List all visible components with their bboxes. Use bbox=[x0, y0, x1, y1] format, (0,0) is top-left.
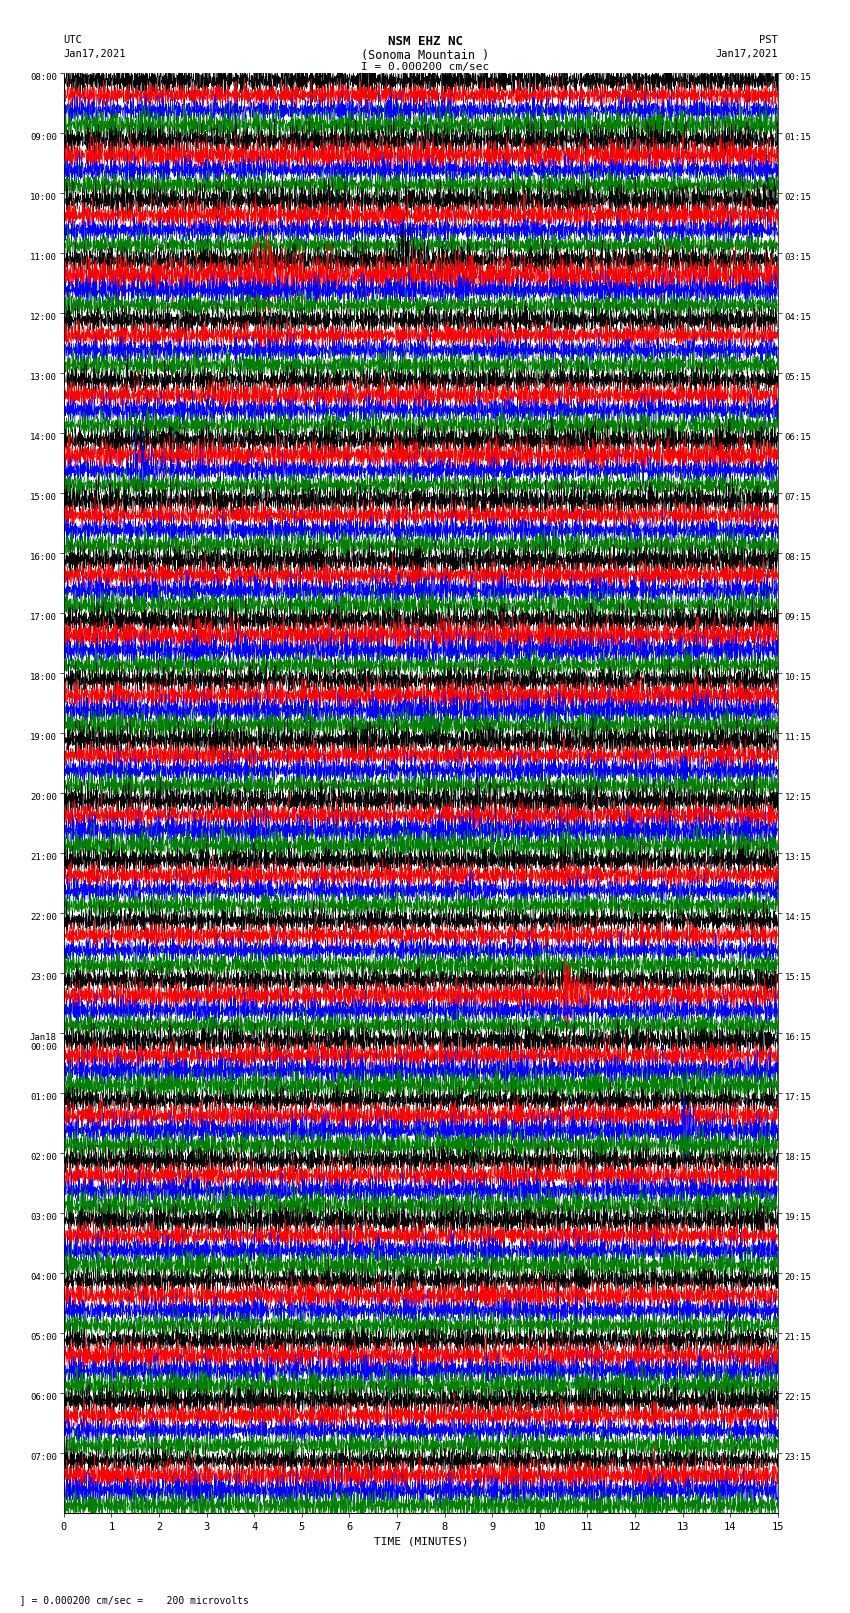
Text: Jan17,2021: Jan17,2021 bbox=[64, 50, 127, 60]
Text: (Sonoma Mountain ): (Sonoma Mountain ) bbox=[361, 50, 489, 63]
Text: Jan17,2021: Jan17,2021 bbox=[715, 50, 778, 60]
X-axis label: TIME (MINUTES): TIME (MINUTES) bbox=[373, 1536, 468, 1547]
Text: PST: PST bbox=[759, 35, 778, 45]
Text: ] = 0.000200 cm/sec =    200 microvolts: ] = 0.000200 cm/sec = 200 microvolts bbox=[8, 1595, 249, 1605]
Text: NSM EHZ NC: NSM EHZ NC bbox=[388, 35, 462, 48]
Text: I = 0.000200 cm/sec: I = 0.000200 cm/sec bbox=[361, 63, 489, 73]
Text: UTC: UTC bbox=[64, 35, 82, 45]
